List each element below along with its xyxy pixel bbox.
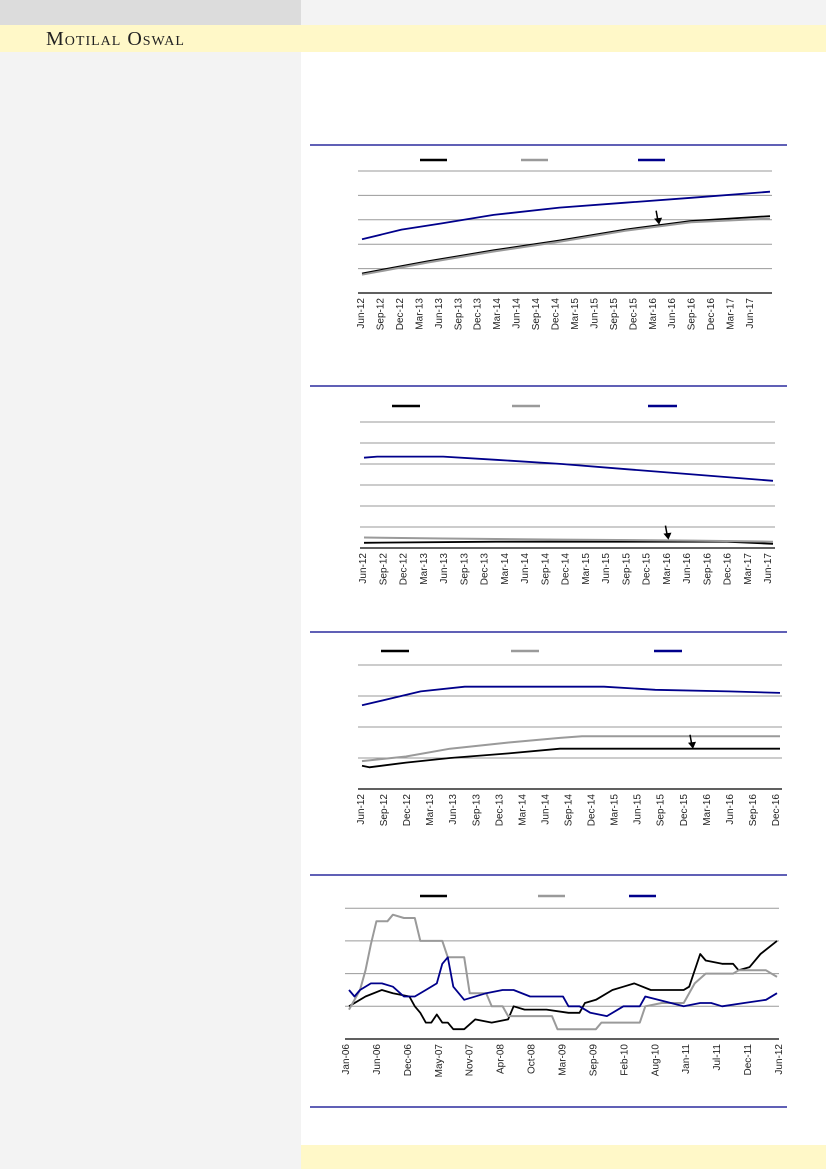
series-line-1 [361,747,780,769]
x-tick-label: Jun-13 [439,553,450,584]
x-tick-label: Jan-06 [341,1044,352,1075]
x-tick-label: Jun-14 [540,794,551,825]
x-tick-label: Dec-16 [723,553,734,586]
x-tick-label: Mar-14 [500,553,511,585]
series-line-2 [363,536,774,543]
x-tick-label: Jun-16 [667,298,678,329]
x-tick-label: Sep-12 [379,794,390,827]
x-tick-label: Sep-15 [609,298,620,331]
header-right-band [301,0,826,25]
x-tick-label: Sep-13 [471,794,482,827]
x-tick-label: Apr-08 [496,1044,507,1074]
x-tick-label: Dec-14 [587,794,598,827]
header-left-band [0,0,301,25]
x-tick-label: Sep-14 [564,794,575,827]
x-tick-label: Jun-15 [633,794,644,825]
x-tick-label: Jun-12 [358,553,369,584]
brand-logo: Motilal Oswal [46,28,185,50]
x-tick-label: Mar-16 [662,553,673,585]
x-tick-label: Mar-13 [425,794,436,826]
x-tick-label: Jun-17 [745,298,756,329]
x-tick-label: Sep-15 [621,553,632,586]
x-tick-label: Sep-16 [748,794,759,827]
x-tick-label: Dec-13 [480,553,491,586]
x-tick-label: Dec-14 [561,553,572,586]
x-tick-label: Sep-15 [656,794,667,827]
x-tick-label: Sep-12 [375,298,386,331]
series-line-1 [363,540,774,545]
x-tick-label: Dec-14 [551,298,562,331]
x-tick-label: Jan-11 [681,1044,692,1074]
annotation-arrow-head [663,532,672,540]
series-line-1 [361,215,771,275]
series-line-1 [348,940,778,1031]
x-tick-label: Jun-13 [448,794,459,825]
x-tick-label: Jun-12 [356,298,367,329]
x-tick-label: Dec-13 [473,298,484,331]
annotation-arrow-head [688,741,696,749]
x-tick-label: Mar-14 [517,794,528,826]
series-line-3 [348,956,778,1017]
x-tick-label: Mar-17 [726,298,737,330]
x-tick-label: Sep-12 [378,553,389,586]
x-tick-label: Dec-12 [402,794,413,827]
x-tick-label: Dec-12 [399,553,410,586]
x-tick-label: Aug-10 [650,1044,661,1077]
series-line-2 [361,217,771,276]
x-tick-label: Dec-06 [403,1044,414,1077]
x-tick-label: Sep-14 [540,553,551,586]
x-tick-label: Jun-17 [763,553,774,584]
x-tick-label: Mar-13 [419,553,430,585]
x-tick-label: Sep-14 [531,298,542,331]
series-line-3 [361,190,771,241]
x-tick-label: May-07 [434,1044,445,1078]
x-tick-label: Jun-12 [774,1044,785,1075]
series-line-3 [363,455,774,482]
x-tick-label: Mar-14 [492,298,503,330]
x-tick-label: Sep-09 [588,1044,599,1077]
x-tick-label: Jun-16 [682,553,693,584]
x-tick-label: Jun-15 [601,553,612,584]
x-tick-label: Dec-11 [743,1044,754,1076]
x-tick-label: Jun-14 [512,298,523,329]
x-tick-label: Jun-13 [434,298,445,329]
x-tick-label: Sep-13 [453,298,464,331]
x-tick-label: Dec-15 [679,794,690,827]
x-tick-label: Mar-13 [414,298,425,330]
x-tick-label: Dec-15 [642,553,653,586]
series-line-3 [361,685,781,707]
series-line-2 [348,913,778,1031]
series-line-2 [361,735,780,763]
x-tick-label: Mar-17 [743,553,754,585]
annotation-arrow-head [654,217,663,225]
x-tick-label: Jun-15 [589,298,600,329]
x-tick-label: Feb-10 [619,1044,630,1076]
x-tick-label: Dec-13 [494,794,505,827]
x-tick-label: Dec-12 [395,298,406,331]
x-tick-label: Jul-11 [712,1044,723,1071]
x-tick-label: Jun-16 [725,794,736,825]
x-tick-label: Oct-08 [527,1044,538,1074]
x-tick-label: Jun-14 [520,553,531,584]
x-tick-label: Sep-13 [459,553,470,586]
left-margin [0,52,301,1169]
x-tick-label: Mar-16 [702,794,713,826]
footer-band [301,1145,826,1169]
x-tick-label: Mar-15 [581,553,592,585]
x-tick-label: Mar-16 [648,298,659,330]
x-tick-label: Dec-16 [706,298,717,331]
x-tick-label: Jun-12 [356,794,367,825]
x-tick-label: Jun-06 [372,1044,383,1075]
x-tick-label: Sep-16 [687,298,698,331]
x-tick-label: Nov-07 [465,1044,476,1077]
x-tick-label: Dec-15 [628,298,639,331]
x-tick-label: Dec-16 [771,794,782,827]
brand-band [0,25,826,52]
x-tick-label: Mar-15 [610,794,621,826]
x-tick-label: Mar-15 [570,298,581,330]
x-tick-label: Sep-16 [702,553,713,586]
x-tick-label: Mar-09 [558,1044,569,1076]
